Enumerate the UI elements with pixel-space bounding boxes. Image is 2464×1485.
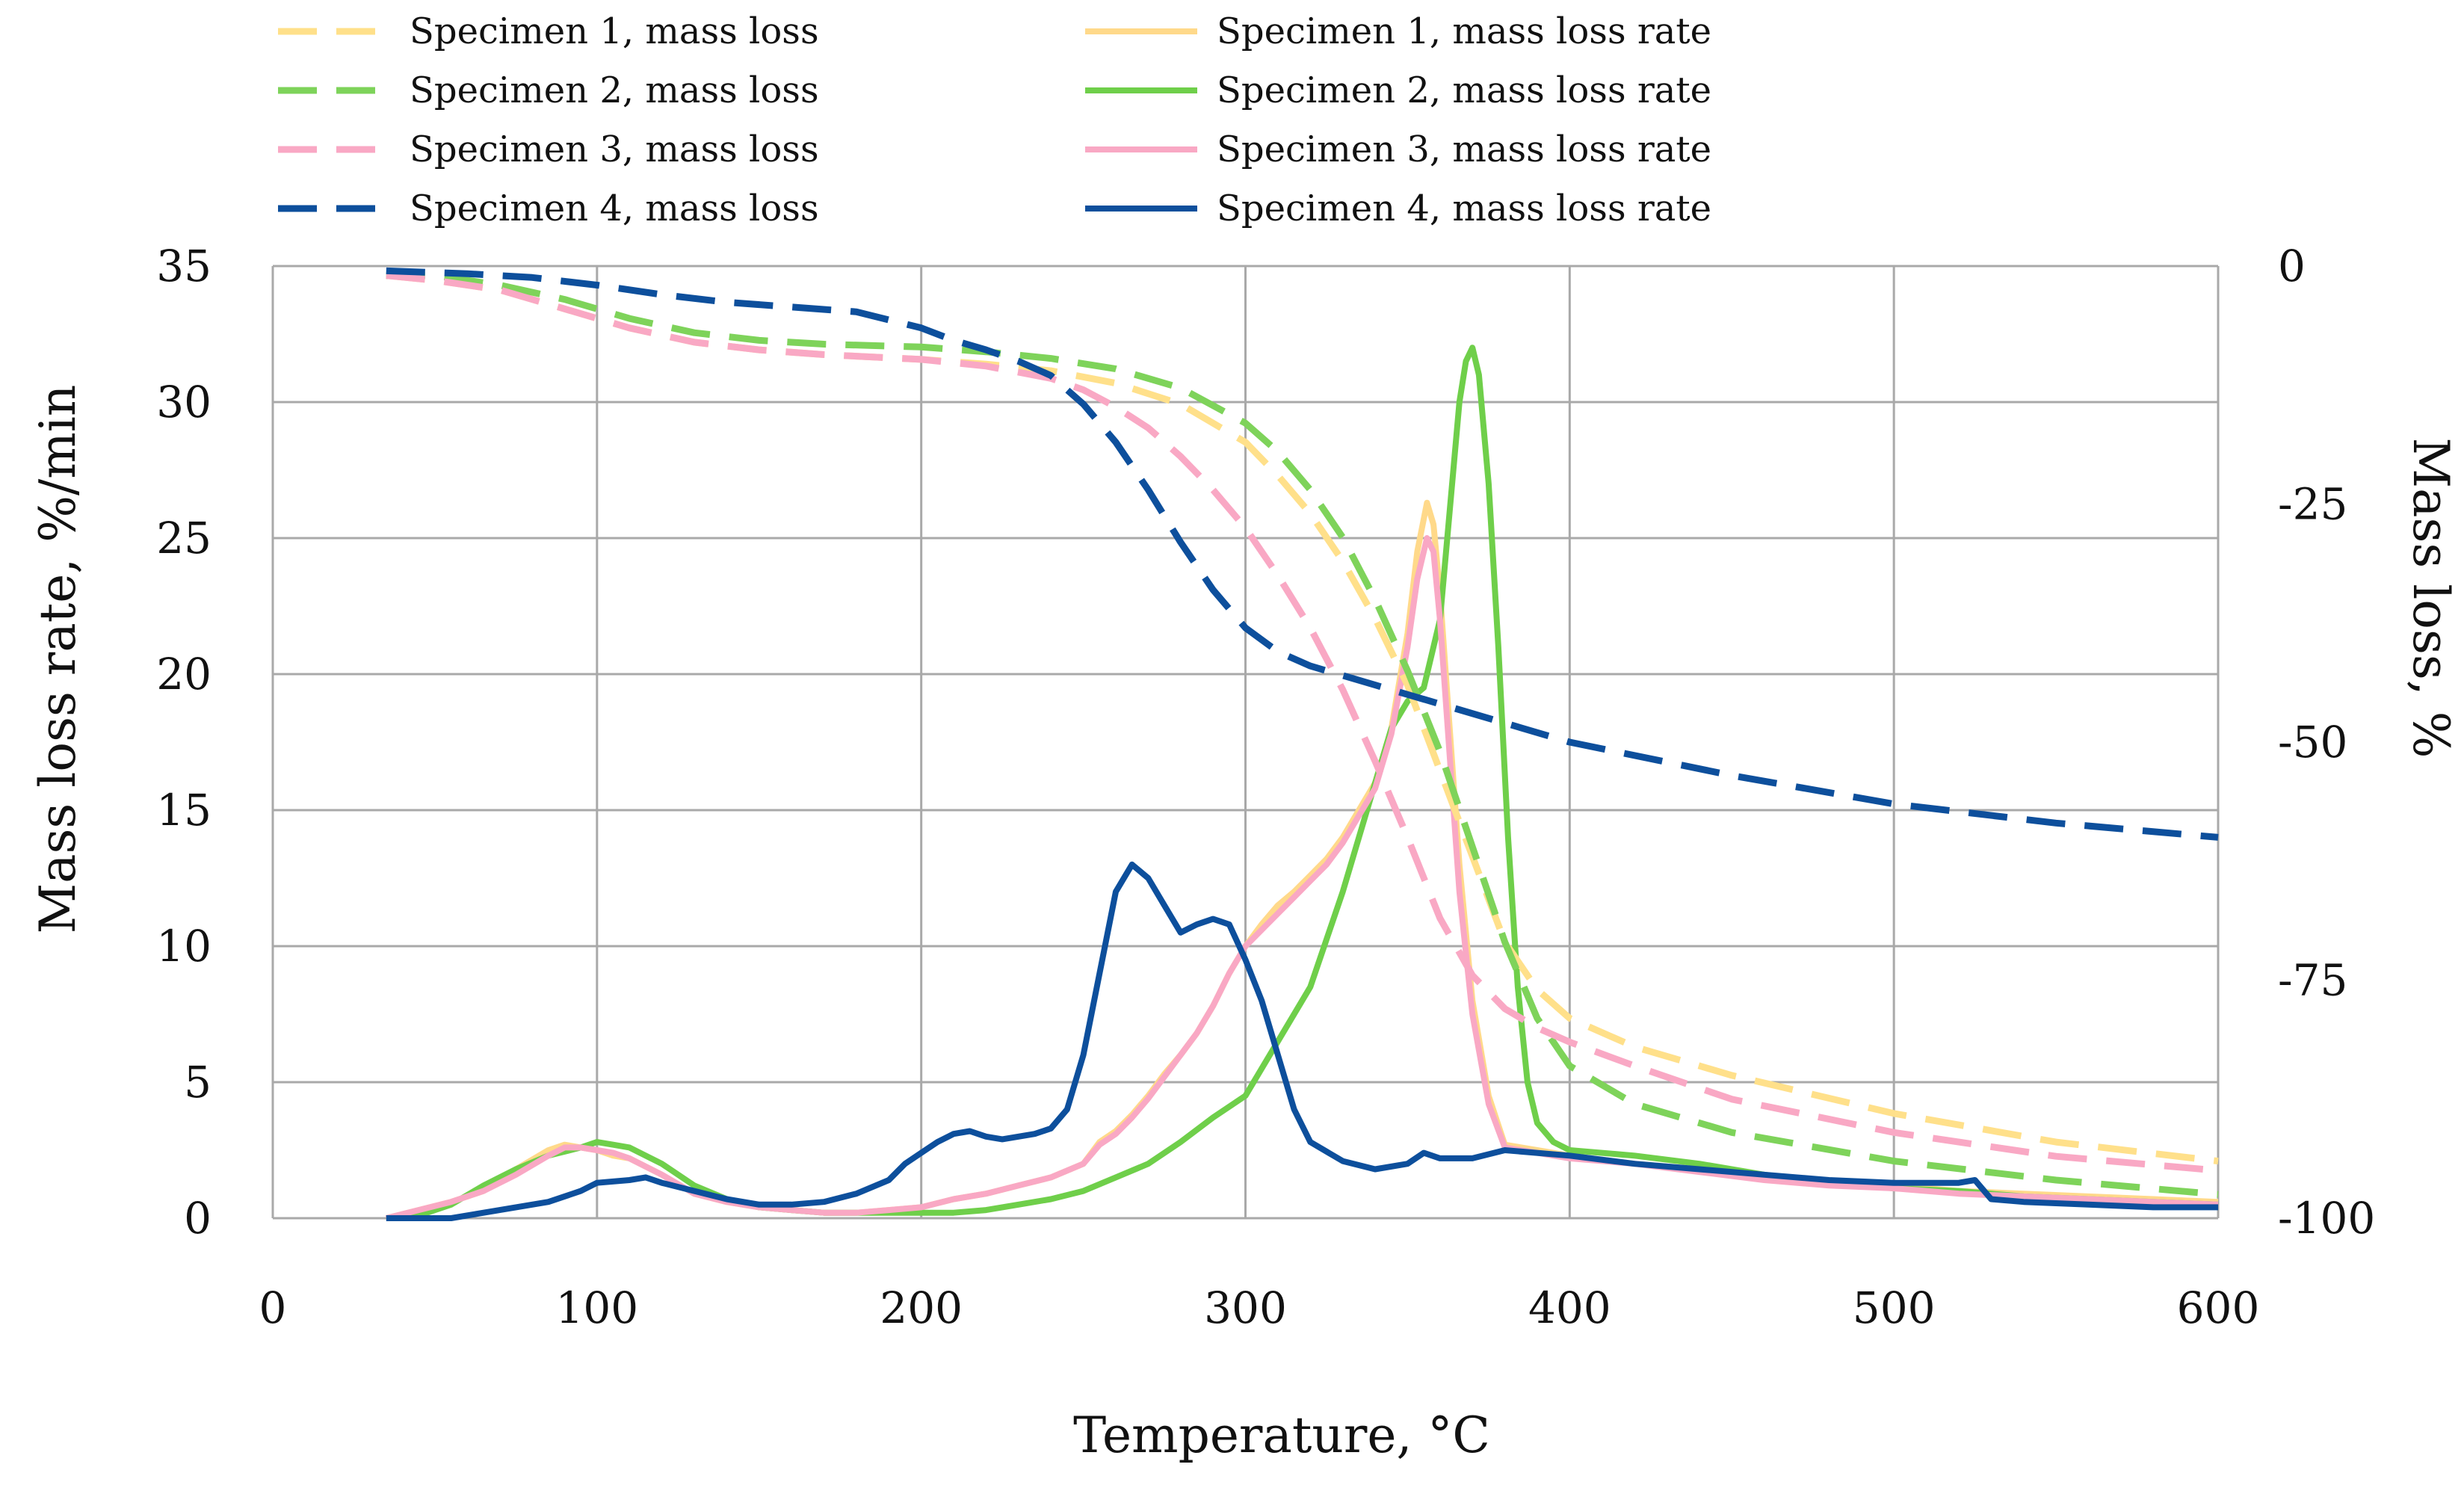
- series-line-4: [386, 267, 2219, 841]
- y2-tick-label: -50: [2278, 717, 2347, 768]
- y-tick-label: 5: [184, 1057, 211, 1108]
- series-line-6: [386, 345, 2219, 1221]
- series-line-2: [386, 272, 2219, 1198]
- y-tick-label: 20: [156, 649, 211, 700]
- y-tick-label: 30: [156, 377, 211, 427]
- legend-label-5: Specimen 1, mass loss rate: [1217, 10, 1711, 52]
- x-tick-label: 200: [880, 1282, 963, 1333]
- series-line-1: [386, 272, 2219, 1165]
- y2-tick-label: 0: [2278, 241, 2306, 291]
- legend-label-6: Specimen 2, mass loss rate: [1217, 70, 1711, 111]
- legend-label-7: Specimen 3, mass loss rate: [1217, 129, 1711, 170]
- legend-label-1: Specimen 1, mass loss: [410, 10, 819, 52]
- y-tick-label: 25: [156, 513, 211, 564]
- legend-label-4: Specimen 4, mass loss: [410, 188, 819, 229]
- y2-tick-label: -25: [2278, 479, 2347, 530]
- legend-label-2: Specimen 2, mass loss: [410, 70, 819, 111]
- y-tick-label: 10: [156, 921, 211, 972]
- y-tick-label: 15: [156, 785, 211, 836]
- y-tick-label: 0: [184, 1193, 211, 1244]
- x-tick-label: 300: [1204, 1282, 1287, 1333]
- legend: Specimen 1, mass loss Specimen 2, mass lo…: [278, 10, 1711, 229]
- series-line-3: [386, 272, 2219, 1174]
- y2-tick-label: -75: [2278, 955, 2347, 1006]
- y2-tick-label: -100: [2278, 1193, 2375, 1244]
- y-tick-label: 35: [156, 241, 211, 291]
- legend-label-8: Specimen 4, mass loss rate: [1217, 188, 1711, 229]
- x-tick-label: 0: [259, 1282, 287, 1333]
- tick-labels: 0 100 200 300 400 500 600 0 5 10 15 20 25 30 35 0 -25 -50…: [156, 241, 2375, 1333]
- x-tick-label: 100: [555, 1282, 638, 1333]
- x-tick-label: 600: [2177, 1282, 2260, 1333]
- x-tick-label: 500: [1853, 1282, 1936, 1333]
- y2-axis-title: Mass loss, %: [2402, 438, 2460, 759]
- legend-label-3: Specimen 3, mass loss: [410, 129, 819, 170]
- series-line-8: [386, 861, 2218, 1221]
- x-axis-title: Temperature, °C: [1073, 1407, 1490, 1464]
- series-line-7: [385, 535, 2219, 1221]
- grid: [271, 265, 2220, 1220]
- plot-series: [385, 267, 2219, 1221]
- x-tick-label: 400: [1528, 1282, 1611, 1333]
- y-axis-title: Mass loss rate, %/min: [29, 385, 87, 934]
